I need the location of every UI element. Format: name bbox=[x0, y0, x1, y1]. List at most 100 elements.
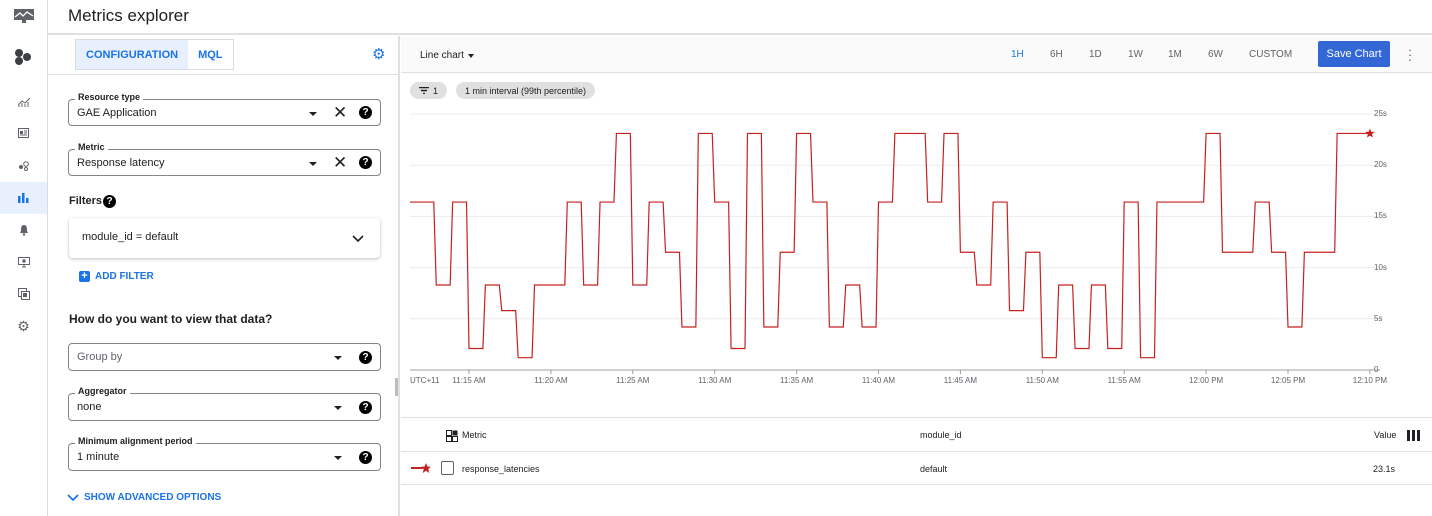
x-tick-label: 11:30 AM bbox=[698, 376, 732, 385]
settings-icon[interactable]: ⚙ bbox=[17, 317, 30, 334]
help-icon[interactable]: ? bbox=[359, 106, 372, 119]
page-title: Metrics explorer bbox=[68, 6, 189, 25]
range-1m[interactable]: 1M bbox=[1168, 49, 1182, 60]
uptime-checks-icon[interactable] bbox=[0, 246, 47, 278]
range-6w[interactable]: 6W bbox=[1208, 49, 1223, 60]
group-by-placeholder: Group by bbox=[77, 351, 123, 363]
help-icon[interactable]: ? bbox=[359, 156, 372, 169]
column-value[interactable]: Value bbox=[1374, 430, 1397, 440]
dashboards-icon[interactable] bbox=[0, 86, 47, 118]
show-advanced-options-button[interactable]: SHOW ADVANCED OPTIONS bbox=[67, 492, 221, 503]
overview-icon[interactable] bbox=[0, 41, 47, 73]
x-tick-label: 11:45 AM bbox=[943, 376, 977, 385]
column-chooser-icon[interactable] bbox=[446, 430, 458, 442]
filter-count: 1 bbox=[433, 85, 439, 96]
y-tick-label: 0 bbox=[1374, 365, 1379, 374]
page-header bbox=[48, 0, 1432, 35]
chevron-down-icon bbox=[67, 493, 79, 501]
line-chart bbox=[410, 113, 1380, 374]
dropdown-caret-icon[interactable] bbox=[309, 112, 317, 116]
module-id-cell: default bbox=[920, 464, 948, 474]
x-tick-label: 11:40 AM bbox=[861, 376, 896, 385]
x-tick-label: 12:00 PM bbox=[1188, 376, 1224, 385]
save-chart-button[interactable]: Save Chart bbox=[1318, 41, 1390, 67]
settings-gear-icon[interactable]: ⚙ bbox=[372, 46, 386, 63]
help-icon[interactable]: ? bbox=[359, 451, 372, 464]
x-tick-label: 11:15 AM bbox=[452, 376, 486, 385]
interval-chip[interactable]: 1 min interval (99th percentile) bbox=[456, 82, 596, 99]
services-icon[interactable] bbox=[0, 117, 47, 149]
configuration-panel: CONFIGURATION MQL ⚙ Resource type GAE Ap… bbox=[48, 36, 400, 516]
x-tick-label: 12:05 PM bbox=[1270, 376, 1306, 385]
group-by-select[interactable]: Group by ? bbox=[68, 343, 381, 371]
range-custom[interactable]: CUSTOM bbox=[1249, 49, 1293, 60]
timezone-label: UTC+11 bbox=[410, 376, 440, 385]
dropdown-caret-icon[interactable] bbox=[334, 406, 342, 410]
filters-help-icon[interactable]: ? bbox=[103, 195, 116, 208]
aggregator-label: Aggregator bbox=[75, 386, 130, 396]
clear-icon[interactable]: ✕ bbox=[333, 153, 348, 172]
metric-select[interactable]: Metric Response latency ✕ ? bbox=[68, 142, 381, 176]
x-tick-label: 12:10 PM bbox=[1352, 376, 1388, 385]
table-row[interactable]: response_latencies default 23.1s bbox=[401, 452, 1432, 485]
resize-handle[interactable] bbox=[395, 378, 398, 396]
alignment-period-select[interactable]: Minimum alignment period 1 minute ? bbox=[68, 436, 381, 471]
uptime-icon[interactable] bbox=[0, 149, 47, 181]
y-tick-label: 15s bbox=[1374, 211, 1387, 221]
view-heading: How do you want to view that data? bbox=[69, 312, 273, 326]
metric-label: Metric bbox=[75, 142, 108, 152]
alignment-period-label: Minimum alignment period bbox=[75, 436, 196, 446]
monitoring-logo-icon[interactable] bbox=[0, 0, 47, 32]
x-tick-label: 11:55 AM bbox=[1107, 376, 1141, 385]
range-1d[interactable]: 1D bbox=[1089, 49, 1102, 60]
metrics-explorer-icon[interactable] bbox=[0, 182, 47, 214]
editor-tabs: CONFIGURATION MQL bbox=[75, 39, 234, 70]
y-tick-label: 5s bbox=[1374, 313, 1383, 323]
x-tick-label: 11:20 AM bbox=[534, 376, 568, 385]
filter-row[interactable]: module_id = default bbox=[69, 218, 380, 258]
aggregator-value: none bbox=[77, 401, 102, 413]
tab-configuration[interactable]: CONFIGURATION bbox=[76, 40, 189, 69]
more-options-icon[interactable]: · · · bbox=[1407, 42, 1413, 67]
last-point-star bbox=[1365, 128, 1375, 138]
dropdown-caret-icon[interactable] bbox=[334, 456, 342, 460]
filter-count-chip[interactable]: 1 bbox=[410, 82, 448, 99]
columns-icon[interactable] bbox=[1407, 430, 1420, 441]
range-6h[interactable]: 6H bbox=[1050, 49, 1063, 60]
clear-icon[interactable]: ✕ bbox=[333, 103, 348, 122]
chevron-down-icon[interactable] bbox=[352, 230, 364, 248]
tab-mql[interactable]: MQL bbox=[198, 48, 223, 61]
divider bbox=[48, 74, 398, 75]
filters-label: Filters bbox=[69, 195, 103, 207]
row-checkbox[interactable] bbox=[441, 461, 454, 475]
filter-icon bbox=[419, 87, 429, 94]
column-module-id[interactable]: module_id bbox=[920, 430, 962, 440]
metric-cell: response_latencies bbox=[462, 464, 540, 474]
dropdown-caret-icon bbox=[467, 53, 474, 58]
chart-type-select[interactable]: Line chart bbox=[420, 50, 474, 61]
help-icon[interactable]: ? bbox=[359, 401, 372, 414]
range-1w[interactable]: 1W bbox=[1128, 49, 1143, 60]
groups-icon[interactable] bbox=[0, 278, 47, 310]
column-metric[interactable]: Metric bbox=[462, 430, 487, 440]
range-1h[interactable]: 1H bbox=[1011, 49, 1024, 60]
resource-type-select[interactable]: Resource type GAE Application ✕ ? bbox=[68, 92, 381, 126]
x-tick-label: 11:50 AM bbox=[1025, 376, 1059, 385]
help-icon[interactable]: ? bbox=[359, 351, 372, 364]
add-filter-label: ADD FILTER bbox=[95, 271, 154, 282]
chart-type-value: Line chart bbox=[420, 50, 464, 61]
y-tick-label: 25s bbox=[1374, 109, 1387, 118]
alerting-icon[interactable] bbox=[0, 214, 47, 246]
aggregator-select[interactable]: Aggregator none ? bbox=[68, 386, 381, 421]
resource-type-value: GAE Application bbox=[77, 107, 157, 119]
nav-rail: ⚙ bbox=[0, 0, 48, 516]
series-line bbox=[410, 132, 1370, 359]
add-filter-button[interactable]: + ADD FILTER bbox=[79, 271, 154, 282]
dropdown-caret-icon[interactable] bbox=[334, 356, 342, 360]
filter-value: module_id = default bbox=[82, 231, 179, 243]
y-tick-label: 10s bbox=[1374, 262, 1387, 272]
resource-type-label: Resource type bbox=[75, 92, 144, 102]
chart-toolbar: Line chart 1H 6H 1D 1W 1M 6W CUSTOM Save… bbox=[401, 36, 1432, 73]
dropdown-caret-icon[interactable] bbox=[309, 162, 317, 166]
alignment-period-value: 1 minute bbox=[77, 451, 120, 463]
